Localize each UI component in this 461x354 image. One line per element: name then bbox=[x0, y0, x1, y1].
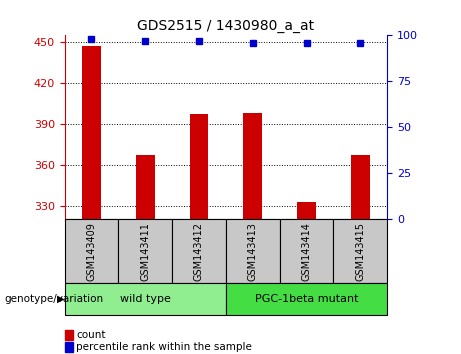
Text: GSM143413: GSM143413 bbox=[248, 222, 258, 281]
Title: GDS2515 / 1430980_a_at: GDS2515 / 1430980_a_at bbox=[137, 19, 314, 33]
Text: PGC-1beta mutant: PGC-1beta mutant bbox=[255, 294, 358, 304]
Text: percentile rank within the sample: percentile rank within the sample bbox=[76, 342, 252, 352]
Bar bbox=[65, 219, 118, 283]
Bar bbox=[280, 219, 333, 283]
Text: genotype/variation: genotype/variation bbox=[5, 294, 104, 304]
Bar bbox=[226, 219, 280, 283]
Bar bbox=[65, 283, 226, 315]
Text: GSM143414: GSM143414 bbox=[301, 222, 312, 281]
Text: GSM143412: GSM143412 bbox=[194, 222, 204, 281]
Bar bbox=[351, 155, 370, 219]
Bar bbox=[82, 46, 101, 219]
Bar bbox=[172, 219, 226, 283]
Bar bbox=[297, 202, 316, 219]
Text: GSM143409: GSM143409 bbox=[86, 222, 96, 281]
Bar bbox=[226, 283, 387, 315]
Text: wild type: wild type bbox=[120, 294, 171, 304]
Text: GSM143411: GSM143411 bbox=[140, 222, 150, 281]
Bar bbox=[118, 219, 172, 283]
Bar bbox=[333, 219, 387, 283]
Bar bbox=[243, 113, 262, 219]
Bar bbox=[136, 155, 154, 219]
Text: count: count bbox=[76, 330, 106, 340]
Text: ▶: ▶ bbox=[57, 294, 64, 304]
Text: GSM143415: GSM143415 bbox=[355, 222, 366, 281]
Bar bbox=[189, 114, 208, 219]
